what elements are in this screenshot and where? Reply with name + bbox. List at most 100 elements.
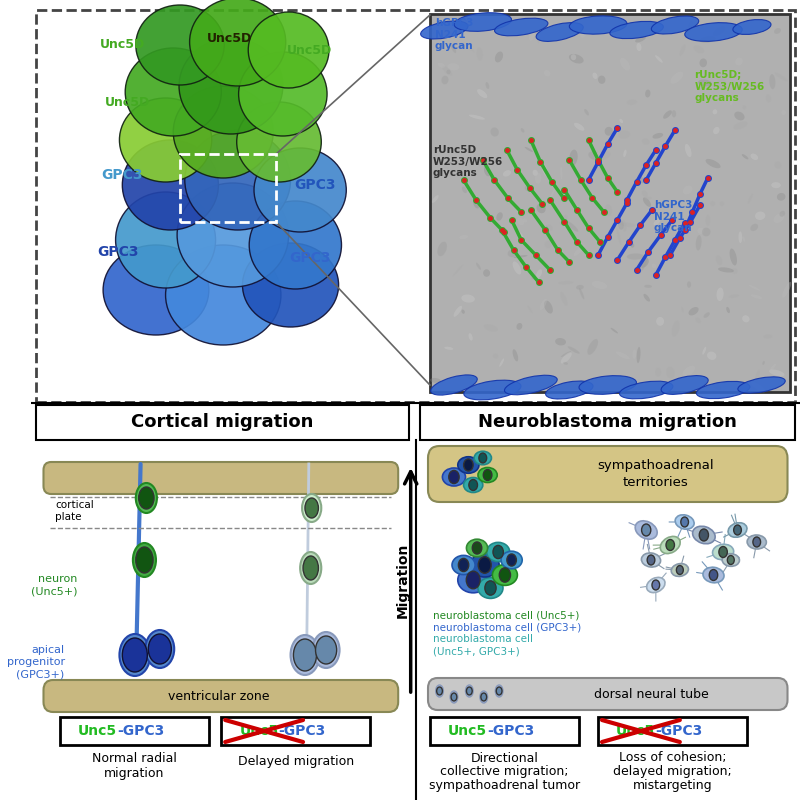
Ellipse shape [503, 170, 511, 177]
Ellipse shape [616, 351, 630, 359]
Ellipse shape [493, 546, 503, 558]
Ellipse shape [689, 307, 698, 315]
Text: GPC3: GPC3 [294, 178, 335, 192]
Ellipse shape [305, 498, 318, 518]
Ellipse shape [527, 306, 533, 313]
Ellipse shape [660, 537, 680, 554]
Ellipse shape [643, 198, 651, 207]
Ellipse shape [710, 570, 718, 581]
Ellipse shape [248, 12, 329, 88]
Ellipse shape [451, 693, 457, 701]
Ellipse shape [732, 268, 738, 274]
Text: -GPC3: -GPC3 [487, 724, 534, 738]
Text: GPC3: GPC3 [289, 251, 330, 265]
Ellipse shape [687, 282, 691, 288]
Ellipse shape [742, 315, 750, 322]
Ellipse shape [438, 242, 447, 256]
Ellipse shape [179, 38, 283, 134]
Ellipse shape [770, 364, 776, 371]
Ellipse shape [517, 323, 522, 330]
Ellipse shape [476, 262, 481, 270]
Ellipse shape [237, 102, 322, 182]
Ellipse shape [727, 555, 734, 565]
Ellipse shape [447, 63, 459, 70]
Ellipse shape [696, 382, 750, 398]
Ellipse shape [699, 529, 709, 541]
Bar [430, 717, 579, 745]
Ellipse shape [525, 185, 532, 191]
Text: collective migration;: collective migration; [440, 766, 569, 778]
Ellipse shape [547, 224, 553, 230]
Ellipse shape [535, 29, 539, 43]
Ellipse shape [442, 468, 466, 486]
Ellipse shape [713, 544, 734, 560]
Ellipse shape [638, 174, 643, 183]
Text: (Unc5+, GPC3+): (Unc5+, GPC3+) [433, 646, 519, 656]
Ellipse shape [148, 634, 171, 664]
Ellipse shape [490, 127, 499, 137]
Ellipse shape [462, 186, 467, 193]
Ellipse shape [605, 204, 612, 216]
Ellipse shape [136, 483, 157, 513]
Bar [60, 717, 209, 745]
Ellipse shape [639, 258, 649, 268]
Ellipse shape [472, 542, 482, 554]
Ellipse shape [619, 381, 673, 399]
Ellipse shape [561, 352, 572, 363]
Ellipse shape [699, 58, 707, 67]
Ellipse shape [580, 21, 590, 38]
Text: Unc5: Unc5 [448, 724, 487, 738]
Ellipse shape [726, 307, 730, 313]
Ellipse shape [782, 282, 791, 298]
Ellipse shape [738, 231, 742, 243]
Ellipse shape [698, 79, 712, 86]
Ellipse shape [641, 258, 648, 271]
Ellipse shape [706, 159, 721, 168]
Text: -GPC3: -GPC3 [278, 724, 326, 738]
Ellipse shape [294, 639, 317, 671]
Ellipse shape [536, 270, 542, 278]
Ellipse shape [698, 228, 704, 234]
Ellipse shape [505, 375, 558, 394]
Ellipse shape [733, 19, 771, 34]
Ellipse shape [706, 214, 710, 226]
Ellipse shape [421, 21, 468, 39]
Ellipse shape [499, 568, 510, 582]
Ellipse shape [529, 27, 535, 41]
Ellipse shape [446, 70, 450, 74]
Ellipse shape [592, 281, 607, 289]
Ellipse shape [734, 122, 748, 130]
Ellipse shape [513, 262, 522, 274]
Text: neuroblastoma cell (GPC3+): neuroblastoma cell (GPC3+) [433, 622, 581, 632]
Ellipse shape [544, 301, 553, 314]
Ellipse shape [561, 351, 571, 357]
Ellipse shape [303, 556, 318, 580]
Ellipse shape [474, 201, 479, 209]
Ellipse shape [620, 58, 630, 70]
Ellipse shape [774, 162, 782, 169]
Ellipse shape [717, 287, 724, 301]
Ellipse shape [688, 21, 693, 31]
Ellipse shape [643, 294, 650, 302]
Ellipse shape [479, 453, 486, 463]
Ellipse shape [777, 193, 786, 201]
Ellipse shape [719, 202, 724, 206]
Text: dorsal neural tube: dorsal neural tube [594, 687, 708, 701]
Ellipse shape [122, 638, 147, 672]
Ellipse shape [702, 346, 706, 354]
Ellipse shape [470, 553, 499, 577]
Ellipse shape [290, 635, 319, 675]
Text: Unc5D: Unc5D [100, 38, 145, 51]
Ellipse shape [623, 150, 626, 157]
Ellipse shape [584, 109, 589, 115]
Ellipse shape [570, 54, 576, 60]
Text: rUnc5D
W253/W256
glycans: rUnc5D W253/W256 glycans [433, 145, 503, 178]
Ellipse shape [462, 294, 475, 302]
Ellipse shape [444, 346, 454, 350]
Ellipse shape [681, 517, 689, 527]
Ellipse shape [513, 349, 518, 362]
Ellipse shape [769, 370, 785, 376]
Ellipse shape [521, 128, 525, 133]
Ellipse shape [478, 467, 498, 482]
Ellipse shape [710, 201, 715, 206]
